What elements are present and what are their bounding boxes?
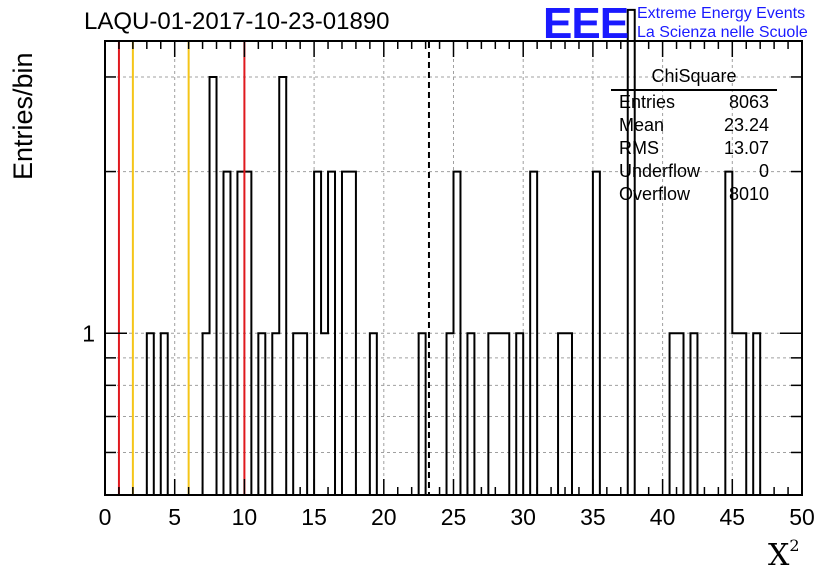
eee-logo: EEE bbox=[543, 0, 629, 48]
stats-row-entries: Entries 8063 bbox=[611, 91, 777, 114]
y-axis-label: Entries/bin bbox=[8, 52, 38, 180]
x-axis-label-base: X bbox=[768, 538, 790, 573]
stats-label: Entries bbox=[619, 92, 676, 112]
stats-value: 0 bbox=[758, 161, 769, 181]
stats-label: Overflow bbox=[619, 184, 691, 204]
marker-lines bbox=[117, 42, 430, 494]
stats-value: 23.24 bbox=[723, 115, 769, 135]
stats-row-underflow: Underflow 0 bbox=[611, 160, 777, 183]
x-tick-label: 35 bbox=[580, 504, 606, 530]
x-tick-label: 0 bbox=[99, 504, 112, 530]
x-tick-label: 15 bbox=[301, 504, 327, 530]
stats-value: 8010 bbox=[728, 184, 769, 204]
x-tick-label: 20 bbox=[371, 504, 397, 530]
stats-box: ChiSquare Entries 8063 Mean 23.24 RMS 13.07… bbox=[611, 66, 777, 206]
x-tick-label: 5 bbox=[168, 504, 181, 530]
logo-caption-line1: Extreme Energy Events bbox=[637, 5, 806, 22]
stats-value: 8063 bbox=[728, 92, 769, 112]
histogram-bin bbox=[279, 77, 286, 495]
stats-row-overflow: Overflow 8010 bbox=[611, 183, 777, 206]
x-axis-label: X2 bbox=[768, 536, 800, 573]
x-tick-label: 10 bbox=[232, 504, 258, 530]
x-tick-label: 50 bbox=[789, 504, 815, 530]
x-axis-label-superscript: 2 bbox=[789, 536, 800, 555]
x-tick-label: 45 bbox=[720, 504, 746, 530]
y-tick-label: 1 bbox=[82, 320, 95, 346]
histogram-bin bbox=[210, 77, 217, 495]
stats-label: Mean bbox=[619, 115, 665, 135]
x-tick-label: 25 bbox=[441, 504, 467, 530]
logo-caption: Extreme Energy Events La Scienza nelle S… bbox=[637, 4, 808, 42]
stats-value: 13.07 bbox=[723, 138, 769, 158]
stats-row-rms: RMS 13.07 bbox=[611, 137, 777, 160]
x-tick-label: 30 bbox=[510, 504, 536, 530]
stats-row-mean: Mean 23.24 bbox=[611, 114, 777, 137]
tick-labels: 0 5 10 15 20 25 30 35 40 45 50 1 bbox=[82, 320, 815, 530]
stats-label: Underflow bbox=[619, 161, 701, 181]
axis-ticks bbox=[104, 41, 803, 495]
x-tick-label: 40 bbox=[650, 504, 676, 530]
stats-label: RMS bbox=[619, 138, 659, 158]
logo-caption-line2: La Scienza nelle Scuole bbox=[637, 24, 808, 41]
run-title: LAQU-01-2017-10-23-01890 bbox=[84, 8, 390, 35]
stats-title: ChiSquare bbox=[611, 66, 777, 91]
